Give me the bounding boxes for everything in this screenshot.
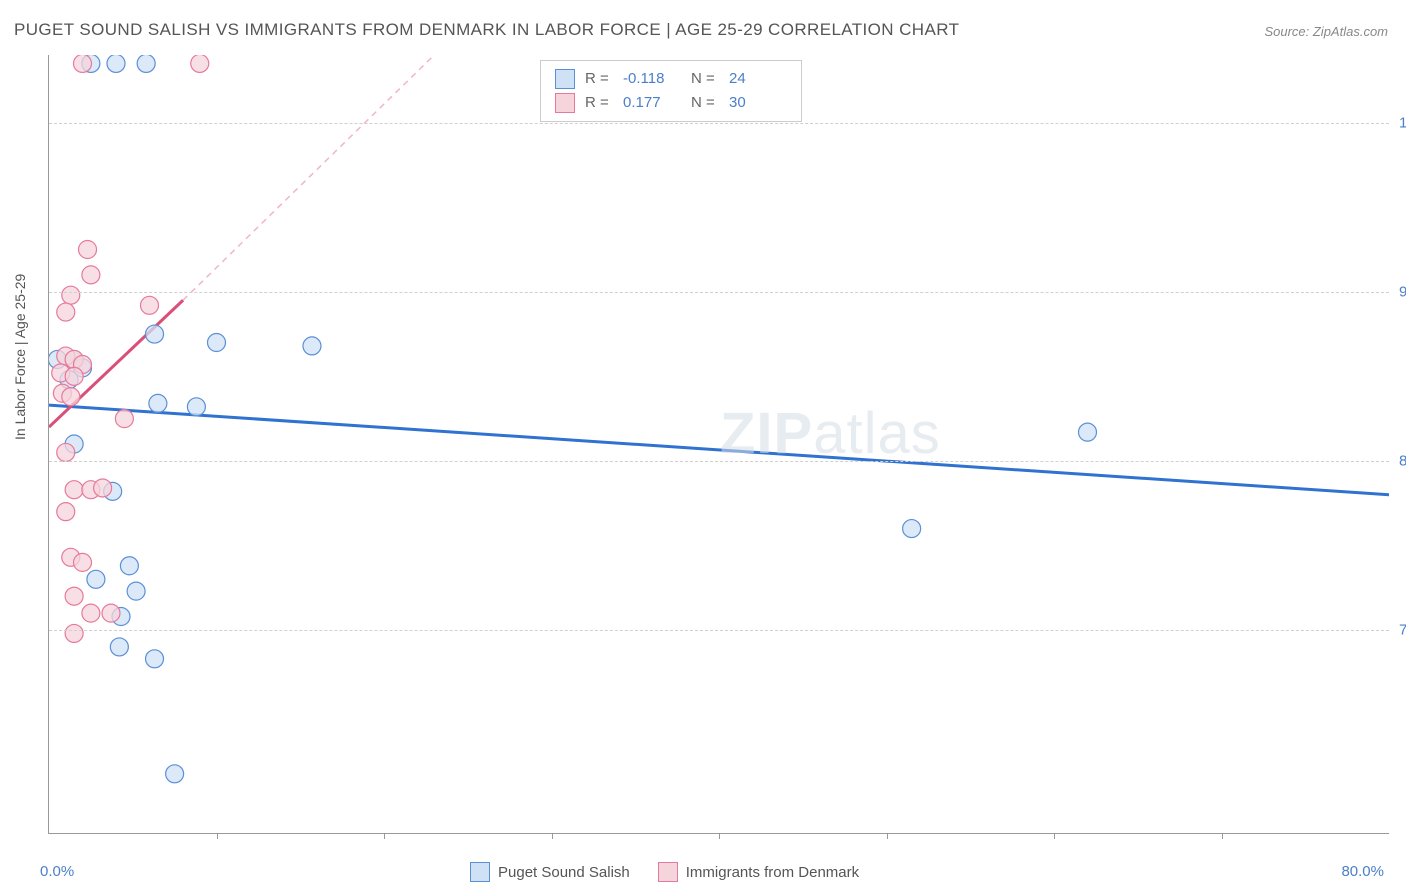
data-point xyxy=(115,410,133,428)
legend-label: Puget Sound Salish xyxy=(498,864,630,881)
data-point xyxy=(74,553,92,571)
y-tick-label: 100.0% xyxy=(1399,114,1406,131)
data-point xyxy=(107,55,125,72)
legend-n-label: N = xyxy=(691,67,719,91)
x-axis-min-label: 0.0% xyxy=(40,863,74,880)
legend-swatch xyxy=(555,69,575,89)
data-point xyxy=(110,638,128,656)
legend-n-label: N = xyxy=(691,91,719,115)
chart-title: PUGET SOUND SALISH VS IMMIGRANTS FROM DE… xyxy=(14,20,959,40)
legend-row: R = -0.118 N = 24 xyxy=(555,67,787,91)
legend-item: Immigrants from Denmark xyxy=(658,862,859,882)
data-point xyxy=(191,55,209,72)
legend-swatch xyxy=(658,862,678,882)
data-point xyxy=(127,582,145,600)
legend-r-value: -0.118 xyxy=(623,67,681,91)
legend-label: Immigrants from Denmark xyxy=(686,864,859,881)
y-tick-label: 70.0% xyxy=(1399,622,1406,639)
legend-r-label: R = xyxy=(585,67,613,91)
source-label: Source: ZipAtlas.com xyxy=(1264,24,1388,39)
data-point xyxy=(82,604,100,622)
data-point xyxy=(87,570,105,588)
data-point xyxy=(208,334,226,352)
x-tick xyxy=(217,833,218,839)
data-point xyxy=(166,765,184,783)
data-point xyxy=(62,286,80,304)
x-tick xyxy=(1222,833,1223,839)
data-point xyxy=(79,241,97,259)
x-tick xyxy=(1054,833,1055,839)
data-point xyxy=(120,557,138,575)
gridline xyxy=(49,292,1389,293)
legend-r-value: 0.177 xyxy=(623,91,681,115)
data-point xyxy=(65,367,83,385)
legend-item: Puget Sound Salish xyxy=(470,862,630,882)
y-axis-label: In Labor Force | Age 25-29 xyxy=(12,274,28,440)
data-point xyxy=(137,55,155,72)
trend-line xyxy=(49,405,1389,495)
data-point xyxy=(65,624,83,642)
data-point xyxy=(1079,423,1097,441)
data-point xyxy=(62,388,80,406)
data-point xyxy=(303,337,321,355)
y-tick-label: 90.0% xyxy=(1399,283,1406,300)
legend-r-label: R = xyxy=(585,91,613,115)
gridline xyxy=(49,461,1389,462)
legend-n-value: 24 xyxy=(729,67,787,91)
y-tick-label: 80.0% xyxy=(1399,452,1406,469)
data-point xyxy=(65,481,83,499)
data-point xyxy=(149,394,167,412)
data-point xyxy=(57,443,75,461)
data-point xyxy=(65,587,83,605)
legend-correlation: R = -0.118 N = 24 R = 0.177 N = 30 xyxy=(540,60,802,122)
gridline xyxy=(49,630,1389,631)
data-point xyxy=(141,296,159,314)
legend-series: Puget Sound Salish Immigrants from Denmar… xyxy=(470,862,859,882)
chart-svg xyxy=(49,55,1389,833)
gridline xyxy=(49,123,1389,124)
x-tick xyxy=(887,833,888,839)
legend-swatch xyxy=(555,93,575,113)
data-point xyxy=(82,266,100,284)
data-point xyxy=(903,520,921,538)
legend-swatch xyxy=(470,862,490,882)
legend-n-value: 30 xyxy=(729,91,787,115)
data-point xyxy=(57,503,75,521)
data-point xyxy=(102,604,120,622)
data-point xyxy=(57,303,75,321)
data-point xyxy=(94,479,112,497)
data-point xyxy=(187,398,205,416)
x-tick xyxy=(552,833,553,839)
x-tick xyxy=(384,833,385,839)
trend-line-extrap xyxy=(183,55,434,300)
plot-area: 70.0%80.0%90.0%100.0% xyxy=(48,55,1389,834)
data-point xyxy=(146,325,164,343)
legend-row: R = 0.177 N = 30 xyxy=(555,91,787,115)
data-point xyxy=(74,55,92,72)
data-point xyxy=(146,650,164,668)
x-axis-max-label: 80.0% xyxy=(1341,863,1384,880)
x-tick xyxy=(719,833,720,839)
